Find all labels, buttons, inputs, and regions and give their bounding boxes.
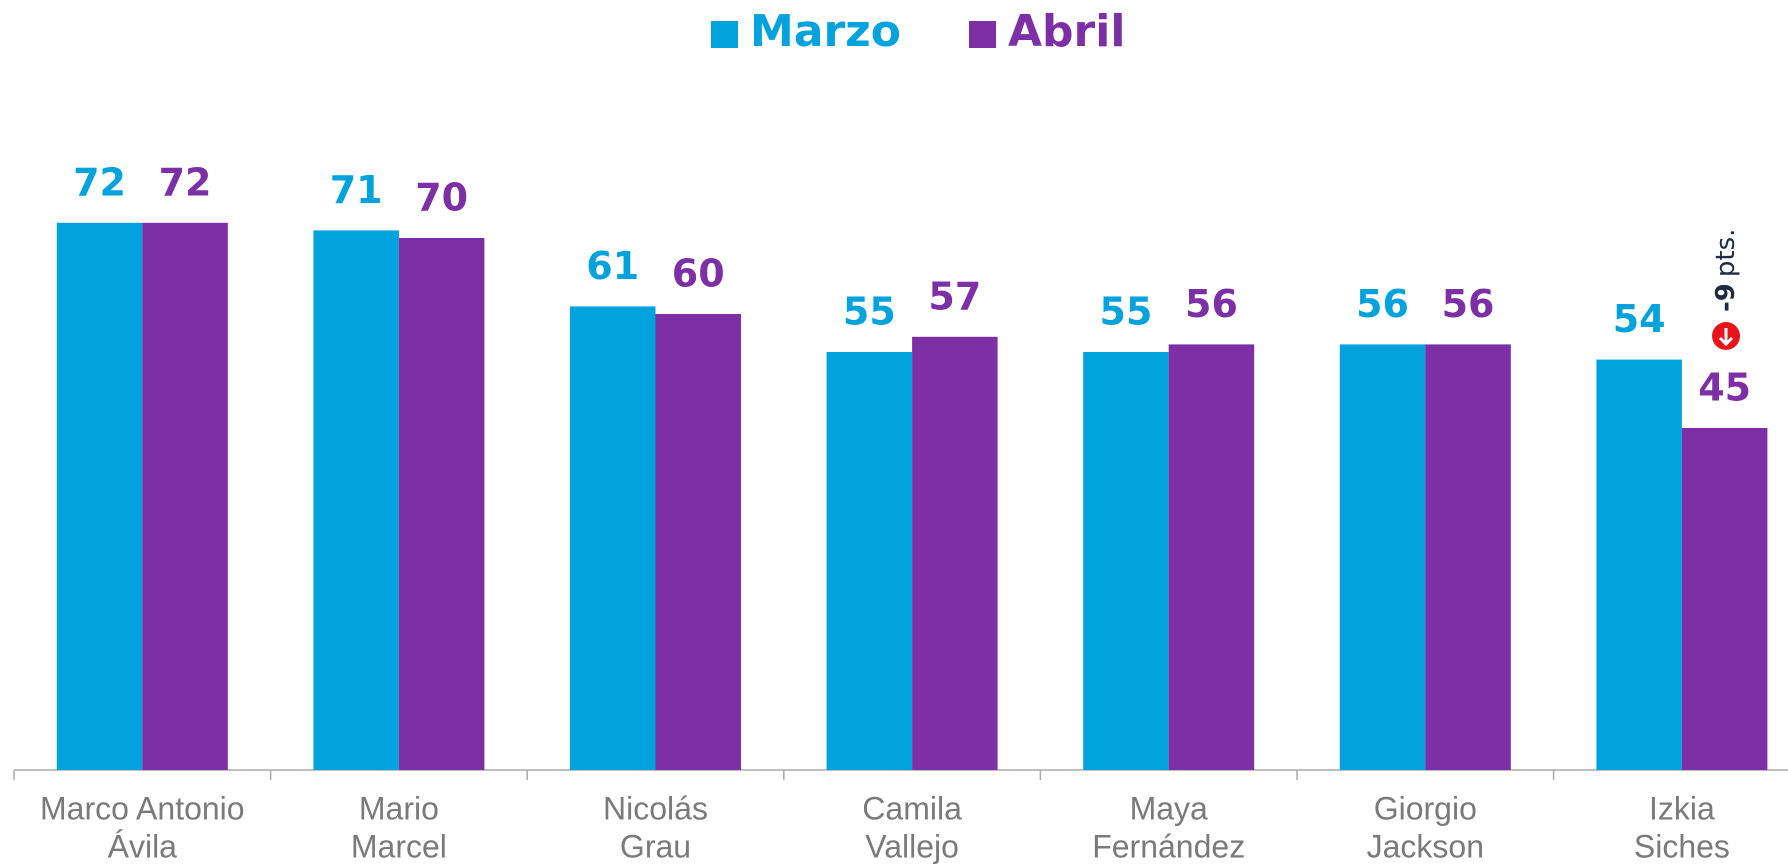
bar: [56, 222, 143, 771]
x-tick-label: Camila: [862, 790, 962, 826]
x-tick-label: Fernández: [1092, 828, 1245, 864]
value-label: 56: [1185, 282, 1238, 326]
x-tick-label: Marcel: [351, 828, 447, 864]
bar: [313, 230, 399, 770]
x-tick-label: Siches: [1634, 828, 1730, 864]
x-tick-label: Jackson: [1367, 828, 1484, 864]
value-label: 56: [1442, 282, 1495, 326]
x-tick-label: Mario: [359, 790, 439, 826]
bar: [570, 306, 656, 770]
bar: [1681, 428, 1768, 770]
value-label: 60: [672, 252, 725, 296]
value-label: 56: [1356, 282, 1409, 326]
legend-label: Marzo: [750, 6, 901, 57]
legend-label: Abril: [1008, 6, 1125, 57]
x-tick-label: Vallejo: [865, 828, 959, 864]
bar: [912, 336, 998, 770]
x-tick-label: Giorgio: [1374, 790, 1477, 826]
value-label: 55: [1100, 290, 1153, 334]
value-label: 61: [586, 244, 639, 288]
x-tick-label: Izkia: [1649, 790, 1715, 826]
value-label: 70: [415, 176, 468, 220]
x-tick-label: Maya: [1130, 790, 1208, 826]
value-label: 72: [73, 160, 126, 204]
change-unit: pts.: [1711, 229, 1741, 278]
x-tick-label: Marco Antonio: [40, 790, 245, 826]
x-tick-label: Nicolás: [603, 790, 708, 826]
bar: [1083, 352, 1169, 770]
x-tick-label: Ávila: [108, 828, 178, 864]
change-value: -9: [1711, 283, 1741, 312]
bar: [1596, 359, 1682, 770]
value-label: 71: [330, 168, 383, 212]
value-label: 45: [1698, 366, 1751, 410]
value-label: 54: [1613, 297, 1666, 341]
bar: [655, 314, 741, 770]
bar: [398, 238, 485, 770]
bar: [1425, 344, 1511, 770]
change-annotation: -9 pts.: [1711, 229, 1741, 312]
legend-swatch: [969, 21, 996, 48]
x-tick-label: Grau: [620, 828, 691, 864]
down-arrow: [1718, 328, 1734, 347]
value-label: 55: [843, 290, 896, 334]
legend-swatch: [711, 21, 738, 48]
bar: [142, 222, 228, 771]
value-label: 72: [159, 160, 212, 204]
value-label: 57: [928, 274, 981, 318]
legend: Marzo Abril: [711, 6, 1125, 57]
bar: [1168, 344, 1255, 770]
bar: [1339, 344, 1426, 770]
bar: [826, 352, 913, 770]
